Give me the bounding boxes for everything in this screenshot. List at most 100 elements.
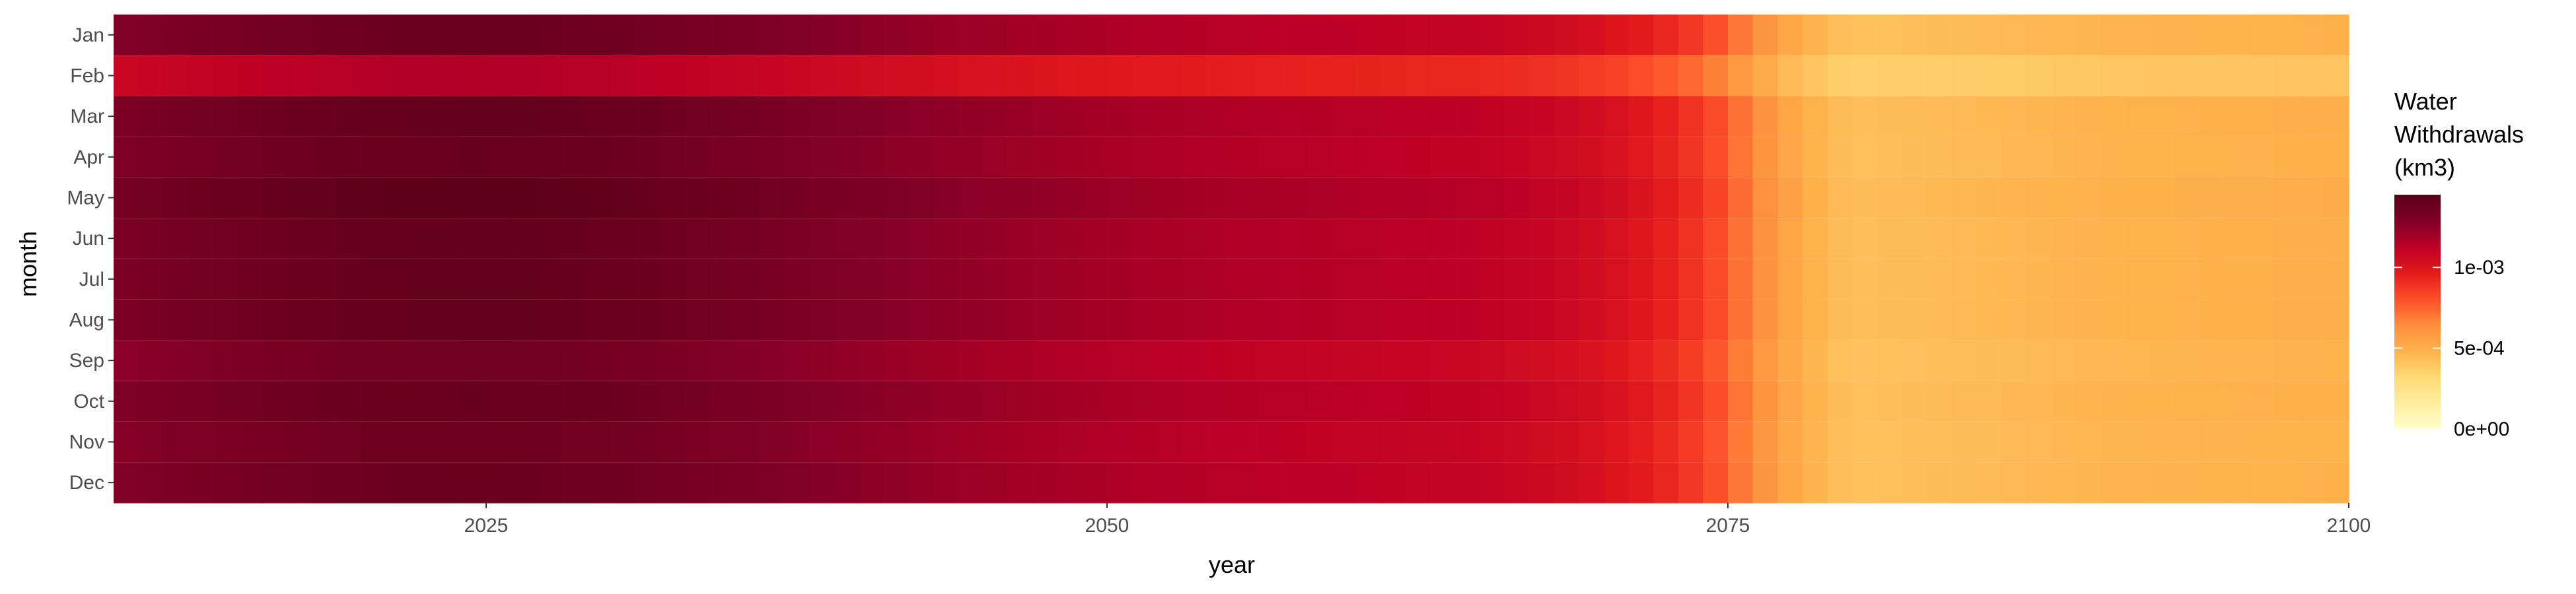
heatmap-cell [1827,96,1853,137]
heatmap-cell [1181,137,1207,178]
heatmap-cell [1951,137,1977,178]
heatmap-cell [1131,421,1157,463]
heatmap-cell [1454,381,1480,422]
heatmap-cell [2125,462,2151,504]
heatmap-cell [1355,462,1381,504]
heatmap-cell [859,96,884,137]
heatmap-cell [2174,96,2200,137]
heatmap-cell [560,96,586,137]
y-tick-label: Jun [73,228,104,249]
heatmap-cell [1007,462,1033,504]
heatmap-cell [684,177,710,218]
heatmap-cell [1529,177,1555,218]
heatmap-cell [287,137,313,178]
heatmap-cell [933,340,958,381]
heatmap-cell [1827,299,1853,341]
y-tick-label: Jan [73,24,104,46]
heatmap-cell [1057,299,1083,341]
heatmap-cell [461,15,487,56]
heatmap-cell [1082,55,1108,96]
heatmap-cell [1454,96,1480,137]
heatmap-cell [1380,55,1406,96]
heatmap-cell [1752,218,1778,259]
heatmap-cell [684,259,710,300]
heatmap-cell [238,137,264,178]
heatmap-cell [1429,96,1455,137]
heatmap-cell [635,96,661,137]
heatmap-cell [709,96,735,137]
heatmap-cell [163,96,189,137]
heatmap-cell [1653,381,1679,422]
heatmap-cell [2075,299,2101,341]
heatmap-cell [2100,15,2126,56]
heatmap-cell [2274,15,2300,56]
heatmap-cell [2299,137,2324,178]
heatmap-cell [1256,218,1281,259]
heatmap-cell [1256,462,1281,504]
heatmap-cell [2075,96,2101,137]
heatmap-cell [1281,177,1306,218]
heatmap-cell [2174,462,2200,504]
heatmap-cell [958,96,984,137]
heatmap-cell [1554,137,1579,178]
heatmap-cell [1554,381,1579,422]
heatmap-cell [188,340,213,381]
heatmap-cell [983,259,1009,300]
heatmap-cell [362,218,388,259]
heatmap-cell [2274,299,2300,341]
heatmap-cell [1082,340,1108,381]
heatmap-cell [362,299,388,341]
heatmap-cell [312,137,338,178]
heatmap-cell [1877,259,1902,300]
heatmap-cell [1604,381,1629,422]
heatmap-cell [287,340,313,381]
heatmap-cell [461,55,487,96]
heatmap-cell [709,177,735,218]
heatmap-cell [536,55,561,96]
heatmap-cell [1703,259,1729,300]
heatmap-cell [1405,177,1431,218]
heatmap-cell [138,177,164,218]
heatmap-cell [1057,340,1083,381]
heatmap-cell [759,218,785,259]
heatmap-cell [585,381,611,422]
heatmap-cell [560,15,586,56]
heatmap-cell [411,421,437,463]
heatmap-cell [1653,340,1679,381]
heatmap-cell [1256,340,1281,381]
heatmap-cell [1057,218,1083,259]
heatmap-cell [114,299,139,341]
heatmap-cell [1902,55,1927,96]
heatmap-cell [958,218,984,259]
heatmap-cell [1355,299,1381,341]
heatmap-cell [1877,421,1902,463]
heatmap-cell [1206,137,1232,178]
heatmap-cell [834,218,859,259]
heatmap-cell [1206,177,1232,218]
heatmap-cell [1926,137,1952,178]
heatmap-cell [1902,177,1927,218]
heatmap-cell [983,96,1009,137]
heatmap-cell [337,218,363,259]
heatmap-cell [684,218,710,259]
heatmap-cell [163,299,189,341]
heatmap-cell [1504,137,1530,178]
heatmap-cell [660,177,686,218]
heatmap-cell [1480,462,1505,504]
heatmap-cell [1976,177,2002,218]
heatmap-cell [1454,259,1480,300]
heatmap-cell [1579,259,1604,300]
legend-title-line: Withdrawals [2394,121,2524,148]
heatmap-cell [2100,137,2126,178]
heatmap-cell [2274,96,2300,137]
heatmap-cell [610,340,636,381]
heatmap-cell [1231,381,1257,422]
heatmap-cell [114,340,139,381]
heatmap-cell [2324,137,2349,178]
heatmap-cell [262,218,288,259]
heatmap-cell [1480,340,1505,381]
heatmap-cell [2026,340,2052,381]
heatmap-cell [2050,259,2076,300]
heatmap-cell [312,421,338,463]
heatmap-cell [2150,177,2176,218]
